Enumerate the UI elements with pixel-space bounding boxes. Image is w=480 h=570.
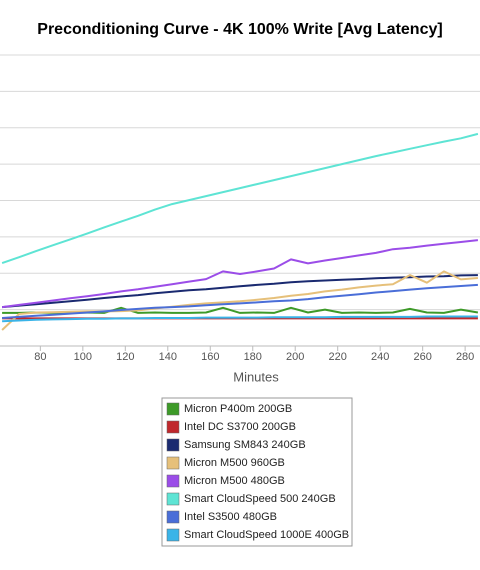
legend-label: Smart CloudSpeed 1000E 400GB	[184, 529, 349, 541]
legend-label: Intel DC S3700 200GB	[184, 421, 296, 433]
legend-label: Micron M500 960GB	[184, 457, 285, 469]
x-axis-title: Minutes	[233, 369, 279, 384]
legend-label: Intel S3500 480GB	[184, 511, 277, 523]
legend-label: Samsung SM843 240GB	[184, 439, 306, 451]
x-tick-label: 200	[286, 351, 304, 363]
legend-swatch	[166, 438, 180, 452]
x-tick-label: 260	[413, 351, 431, 363]
series-line	[2, 283, 478, 319]
x-tick-label: 240	[371, 351, 389, 363]
x-tick-label: 280	[456, 351, 474, 363]
x-tick-label: 120	[116, 351, 134, 363]
x-tick-label: 80	[34, 351, 46, 363]
legend-label: Smart CloudSpeed 500 240GB	[184, 493, 336, 505]
x-tick-label: 100	[74, 351, 92, 363]
series-line	[2, 274, 478, 309]
legend-swatch	[166, 474, 180, 488]
chart-title: Preconditioning Curve - 4K 100% Write [A…	[37, 21, 442, 38]
x-tick-label: 220	[329, 351, 347, 363]
legend-swatch	[166, 510, 180, 524]
legend-swatch	[166, 456, 180, 470]
legend-label: Micron M500 480GB	[184, 475, 285, 487]
legend-swatch	[166, 420, 180, 434]
series-line	[1, 270, 478, 331]
series-line	[1, 239, 479, 309]
legend-label: Micron P400m 200GB	[184, 403, 292, 415]
x-tick-label: 160	[201, 351, 219, 363]
legend-swatch	[166, 528, 180, 542]
legend-swatch	[166, 402, 180, 416]
series-line	[2, 315, 478, 323]
legend-box	[161, 397, 353, 547]
x-tick-label: 180	[244, 351, 262, 363]
series-line	[1, 132, 479, 265]
x-tick-label: 140	[159, 351, 177, 363]
legend-swatch	[166, 492, 180, 506]
